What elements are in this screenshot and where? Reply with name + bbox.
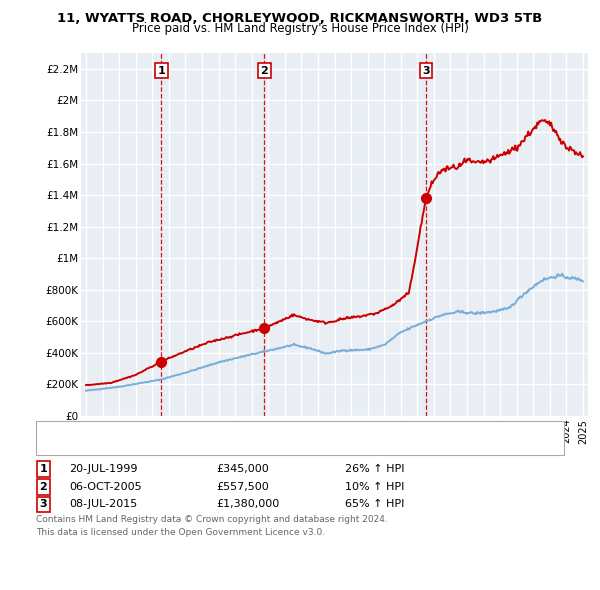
Text: £345,000: £345,000 — [216, 464, 269, 474]
Text: Contains HM Land Registry data © Crown copyright and database right 2024.: Contains HM Land Registry data © Crown c… — [36, 515, 388, 524]
Text: 1: 1 — [40, 464, 47, 474]
Text: £557,500: £557,500 — [216, 482, 269, 491]
Text: 1: 1 — [157, 66, 165, 76]
Text: 2: 2 — [40, 482, 47, 491]
Text: HPI: Average price, detached house, Three Rivers: HPI: Average price, detached house, Thre… — [75, 441, 317, 451]
Text: Price paid vs. HM Land Registry's House Price Index (HPI): Price paid vs. HM Land Registry's House … — [131, 22, 469, 35]
Text: 08-JUL-2015: 08-JUL-2015 — [69, 500, 137, 509]
Text: 11, WYATTS ROAD, CHORLEYWOOD, RICKMANSWORTH, WD3 5TB: 11, WYATTS ROAD, CHORLEYWOOD, RICKMANSWO… — [58, 12, 542, 25]
Text: 2: 2 — [260, 66, 268, 76]
Text: 20-JUL-1999: 20-JUL-1999 — [69, 464, 137, 474]
Text: 11, WYATTS ROAD, CHORLEYWOOD, RICKMANSWORTH, WD3 5TB (detached house): 11, WYATTS ROAD, CHORLEYWOOD, RICKMANSWO… — [75, 426, 484, 436]
Text: 3: 3 — [422, 66, 430, 76]
Text: £1,380,000: £1,380,000 — [216, 500, 279, 509]
Text: 10% ↑ HPI: 10% ↑ HPI — [345, 482, 404, 491]
Text: 65% ↑ HPI: 65% ↑ HPI — [345, 500, 404, 509]
Text: This data is licensed under the Open Government Licence v3.0.: This data is licensed under the Open Gov… — [36, 528, 325, 537]
Text: ———: ——— — [43, 440, 65, 453]
Text: ———: ——— — [43, 424, 65, 437]
Text: 06-OCT-2005: 06-OCT-2005 — [69, 482, 142, 491]
Text: 3: 3 — [40, 500, 47, 509]
Text: 26% ↑ HPI: 26% ↑ HPI — [345, 464, 404, 474]
